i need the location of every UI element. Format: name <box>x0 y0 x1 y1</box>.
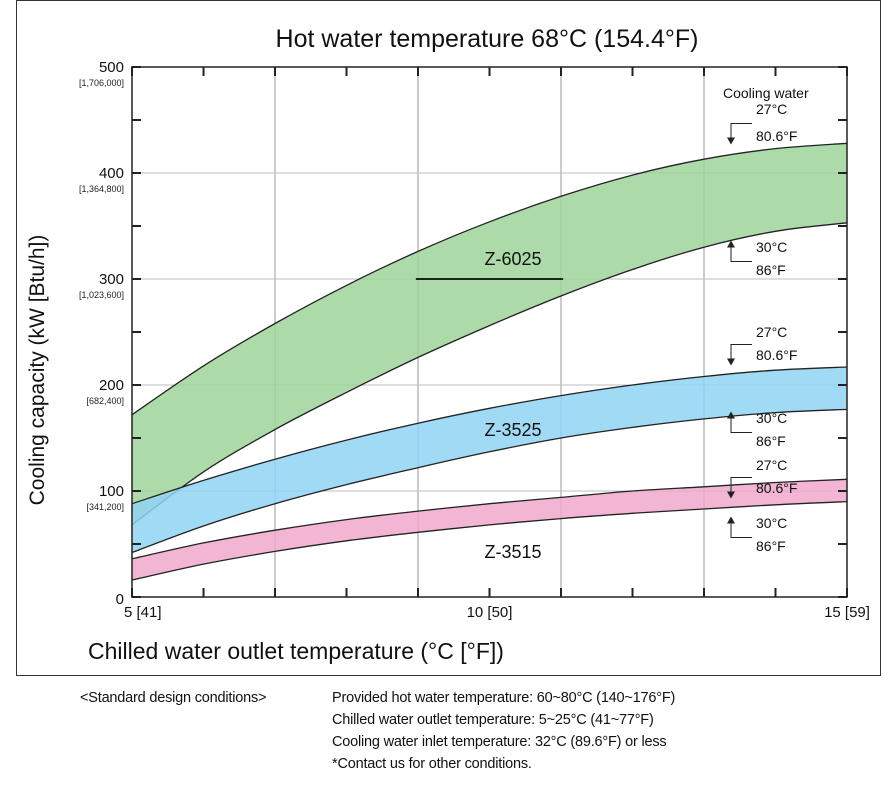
annotation-bracket <box>730 414 752 433</box>
series-label: Z-3525 <box>484 420 541 440</box>
y-tick-label: 500 <box>99 59 124 76</box>
y-tick-label: 0 <box>116 591 124 608</box>
upper-curve-z-6025 <box>131 142 848 416</box>
band-z-6025 <box>132 143 847 525</box>
annotation-bracket <box>730 519 752 538</box>
note-line: Chilled water outlet temperature: 5~25°C… <box>332 712 654 728</box>
x-tick-label: 10 [50] <box>467 604 513 621</box>
lower-temp-c: 30°C <box>756 515 787 531</box>
x-tick-label: 15 [59] <box>824 604 870 621</box>
y-tick-sublabel: [341,200] <box>86 502 124 512</box>
y-tick-sublabel: [1,706,000] <box>79 78 124 88</box>
lower-curve-z-3525 <box>131 408 848 554</box>
y-tick-label: 100 <box>99 483 124 500</box>
lower-temp-c: 30°C <box>756 239 787 255</box>
upper-temp-f: 80.6°F <box>756 480 797 496</box>
annotation-bracket <box>730 344 752 363</box>
note-row: *Contact us for other conditions. <box>80 753 880 775</box>
arrow-down-icon <box>727 491 735 499</box>
upper-temp-f: 80.6°F <box>756 347 797 363</box>
upper-temp-c: 27°C <box>756 324 787 340</box>
y-tick-sublabel: [1,364,800] <box>79 184 124 194</box>
y-axis-label: Cooling capacity (kW [Btu/h]) <box>26 235 49 506</box>
arrow-up-icon <box>727 240 735 248</box>
x-tick-label: 5 [41] <box>124 604 162 621</box>
lower-temp-f: 86°F <box>756 538 786 554</box>
design-conditions-notes: <Standard design conditions> Provided ho… <box>80 687 880 775</box>
upper-temp-c: 27°C <box>756 101 787 117</box>
upper-curve-z-3525 <box>131 366 848 505</box>
band-z-3515 <box>132 479 847 580</box>
band-z-3525 <box>132 367 847 553</box>
lower-curve-z-6025 <box>131 222 848 526</box>
note-line: Provided hot water temperature: 60~80°C … <box>332 690 676 706</box>
arrow-down-icon <box>727 137 735 145</box>
arrow-up-icon <box>727 516 735 524</box>
note-line: *Contact us for other conditions. <box>332 756 532 772</box>
lower-temp-c: 30°C <box>756 410 787 426</box>
chart-title: Hot water temperature 68°C (154.4°F) <box>276 25 699 53</box>
upper-temp-f: 80.6°F <box>756 128 797 144</box>
series-label: Z-6025 <box>484 249 541 269</box>
arrow-down-icon <box>727 358 735 366</box>
x-axis-label: Chilled water outlet temperature (°C [°F… <box>88 638 504 664</box>
chart-frame <box>16 0 881 676</box>
cooling-capacity-chart: 5 [41] 10 [50] 15 [59] 0 100 [341,200] 200 [682… <box>26 25 870 664</box>
notes-heading: <Standard design conditions> <box>80 690 267 706</box>
y-tick-label: 400 <box>99 165 124 182</box>
annotation-bracket <box>730 243 752 262</box>
annotation-bracket <box>730 123 752 142</box>
lower-curve-z-3515 <box>131 500 848 581</box>
annotations: Z-6025 Z-3525 Z-3515 27°C 80.6°F 30°C 86°F 27°C… <box>415 101 797 562</box>
lower-temp-f: 86°F <box>756 262 786 278</box>
y-tick-sublabel: [682,400] <box>86 396 124 406</box>
lower-temp-f: 86°F <box>756 433 786 449</box>
note-line: Cooling water inlet temperature: 32°C (8… <box>332 734 667 750</box>
legend-title: Cooling water <box>723 85 809 101</box>
upper-temp-c: 27°C <box>756 457 787 473</box>
annotation-bracket <box>730 477 752 496</box>
note-row: Chilled water outlet temperature: 5~25°C… <box>80 709 880 731</box>
note-row: <Standard design conditions> Provided ho… <box>80 687 880 709</box>
upper-curve-z-3515 <box>131 478 848 560</box>
y-tick-label: 300 <box>99 271 124 288</box>
series-label: Z-3515 <box>484 542 541 562</box>
y-tick-sublabel: [1,023,600] <box>79 290 124 300</box>
capacity-bands <box>131 142 848 581</box>
arrow-up-icon <box>727 411 735 419</box>
y-tick-label: 200 <box>99 377 124 394</box>
axes: 5 [41] 10 [50] 15 [59] 0 100 [341,200] 200 [682… <box>79 59 870 621</box>
note-row: Cooling water inlet temperature: 32°C (8… <box>80 731 880 753</box>
